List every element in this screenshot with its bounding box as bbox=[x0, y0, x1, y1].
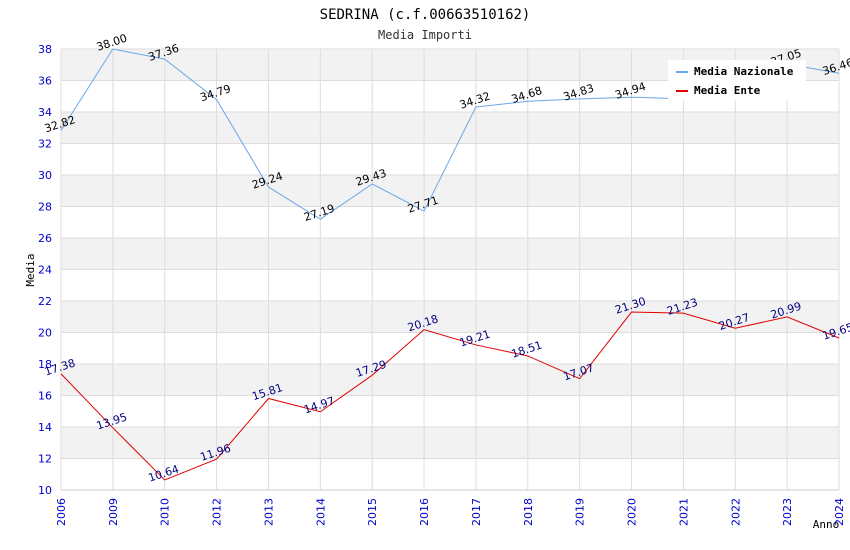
y-tick-label: 32 bbox=[38, 138, 52, 151]
y-tick-label: 24 bbox=[38, 264, 52, 277]
gridlines bbox=[60, 48, 840, 491]
plot-background-bands bbox=[61, 49, 839, 459]
data-label: 34.83 bbox=[562, 82, 596, 104]
data-label: 34.94 bbox=[613, 80, 647, 102]
x-tick-label: 2022 bbox=[729, 498, 742, 526]
x-tick-label: 2020 bbox=[626, 498, 639, 526]
y-tick-label: 20 bbox=[38, 327, 52, 340]
x-tick-label: 2019 bbox=[574, 498, 587, 526]
plot-band bbox=[61, 175, 839, 207]
x-tick-label: 2010 bbox=[159, 498, 172, 526]
y-axis-label: Media bbox=[24, 253, 37, 286]
legend-label-nazionale: Media Nazionale bbox=[694, 65, 794, 78]
y-tick-label: 14 bbox=[38, 421, 52, 434]
legend: Media Nazionale Media Ente bbox=[668, 60, 806, 100]
x-tick-label: 2013 bbox=[262, 498, 275, 526]
x-tick-label: 2015 bbox=[366, 498, 379, 526]
data-label: 14.97 bbox=[302, 394, 336, 416]
data-label: 18.51 bbox=[510, 339, 544, 361]
data-label: 10.64 bbox=[147, 463, 181, 485]
plot-band bbox=[61, 112, 839, 144]
y-tick-label: 30 bbox=[38, 169, 52, 182]
plot-band bbox=[61, 301, 839, 333]
plot-band bbox=[61, 238, 839, 270]
series-line-ente bbox=[60, 311, 840, 481]
y-tick-label: 12 bbox=[38, 453, 52, 466]
x-tick-label: 2023 bbox=[781, 498, 794, 526]
y-tick-label: 28 bbox=[38, 201, 52, 214]
legend-box bbox=[668, 60, 806, 100]
chart-title: SEDRINA (c.f.00663510162) bbox=[320, 7, 531, 23]
x-tick-label: 2012 bbox=[211, 498, 224, 526]
x-axis-ticks: 2006 2009 2010 2012 2013 2014 2015 2016 2017 2018… bbox=[55, 498, 846, 526]
data-label: 34.68 bbox=[510, 84, 544, 106]
chart-subtitle: Media Importi bbox=[378, 28, 472, 42]
y-tick-label: 22 bbox=[38, 295, 52, 308]
x-axis-label: Anno bbox=[813, 518, 840, 531]
x-tick-label: 2014 bbox=[314, 498, 327, 526]
x-tick-label: 2017 bbox=[470, 498, 483, 526]
data-label: 34.79 bbox=[199, 82, 233, 104]
y-tick-label: 38 bbox=[38, 43, 52, 56]
y-tick-label: 16 bbox=[38, 390, 52, 403]
y-tick-label: 18 bbox=[38, 358, 52, 371]
plot-band bbox=[61, 427, 839, 459]
y-tick-label: 34 bbox=[38, 106, 52, 119]
y-tick-label: 26 bbox=[38, 232, 52, 245]
x-tick-label: 2018 bbox=[522, 498, 535, 526]
x-tick-label: 2009 bbox=[107, 498, 120, 526]
x-tick-label: 2016 bbox=[418, 498, 431, 526]
y-tick-label: 36 bbox=[38, 75, 52, 88]
x-tick-label: 2006 bbox=[55, 498, 68, 526]
legend-label-ente: Media Ente bbox=[694, 84, 761, 97]
y-tick-label: 10 bbox=[38, 484, 52, 497]
x-tick-label: 2024 bbox=[833, 498, 846, 526]
x-tick-label: 2021 bbox=[677, 498, 690, 526]
y-axis-ticks: 10 12 14 16 18 20 22 24 26 28 30 32 34 36 38 bbox=[38, 43, 52, 497]
plot-band bbox=[61, 364, 839, 396]
